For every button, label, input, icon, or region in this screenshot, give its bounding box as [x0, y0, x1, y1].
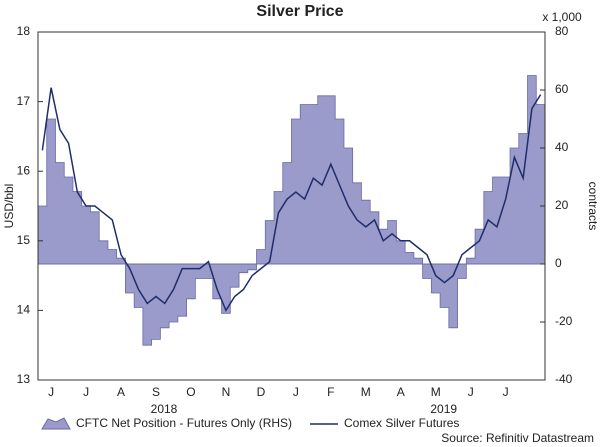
x-tick-label: M	[361, 385, 371, 399]
y-tick-label: 18	[17, 24, 31, 38]
y2-unit: x 1,000	[542, 10, 582, 24]
x-tick-label: D	[257, 385, 266, 399]
year-label: 2018	[151, 402, 178, 416]
x-tick-label: J	[293, 385, 299, 399]
legend-label: Comex Silver Futures	[344, 416, 459, 430]
x-tick-label: N	[222, 385, 231, 399]
y2-tick-label: 20	[555, 198, 569, 212]
x-tick-label: F	[327, 385, 334, 399]
y-axis-label: USD/bbl	[2, 184, 16, 229]
x-tick-label: J	[83, 385, 89, 399]
y2-tick-label: -20	[555, 314, 573, 328]
y-tick-label: 17	[17, 94, 31, 108]
year-label: 2019	[430, 402, 457, 416]
y2-tick-label: 60	[555, 82, 569, 96]
y2-tick-label: 0	[555, 256, 562, 270]
x-tick-label: J	[503, 385, 509, 399]
x-tick-label: A	[117, 385, 125, 399]
area	[37, 75, 546, 346]
x-tick-label: M	[431, 385, 441, 399]
y2-tick-label: -40	[555, 372, 573, 386]
y-tick-label: 16	[17, 163, 31, 177]
x-tick-label: J	[468, 385, 474, 399]
x-tick-label: A	[397, 385, 405, 399]
y-tick-label: 14	[17, 303, 31, 317]
source: Source: Refinitiv Datastream	[441, 431, 594, 445]
y2-tick-label: 80	[555, 24, 569, 38]
y-tick-label: 13	[17, 372, 31, 386]
legend-swatch	[41, 417, 71, 430]
chart-title: Silver Price	[256, 3, 343, 20]
x-tick-label: S	[152, 385, 160, 399]
y-tick-label: 15	[17, 233, 31, 247]
y2-axis-label: contracts	[586, 182, 600, 231]
legend-label: CFTC Net Position - Futures Only (RHS)	[76, 416, 292, 430]
line	[41, 87, 542, 313]
x-tick-label: J	[48, 385, 54, 399]
y2-tick-label: 40	[555, 140, 569, 154]
x-tick-label: O	[186, 385, 195, 399]
